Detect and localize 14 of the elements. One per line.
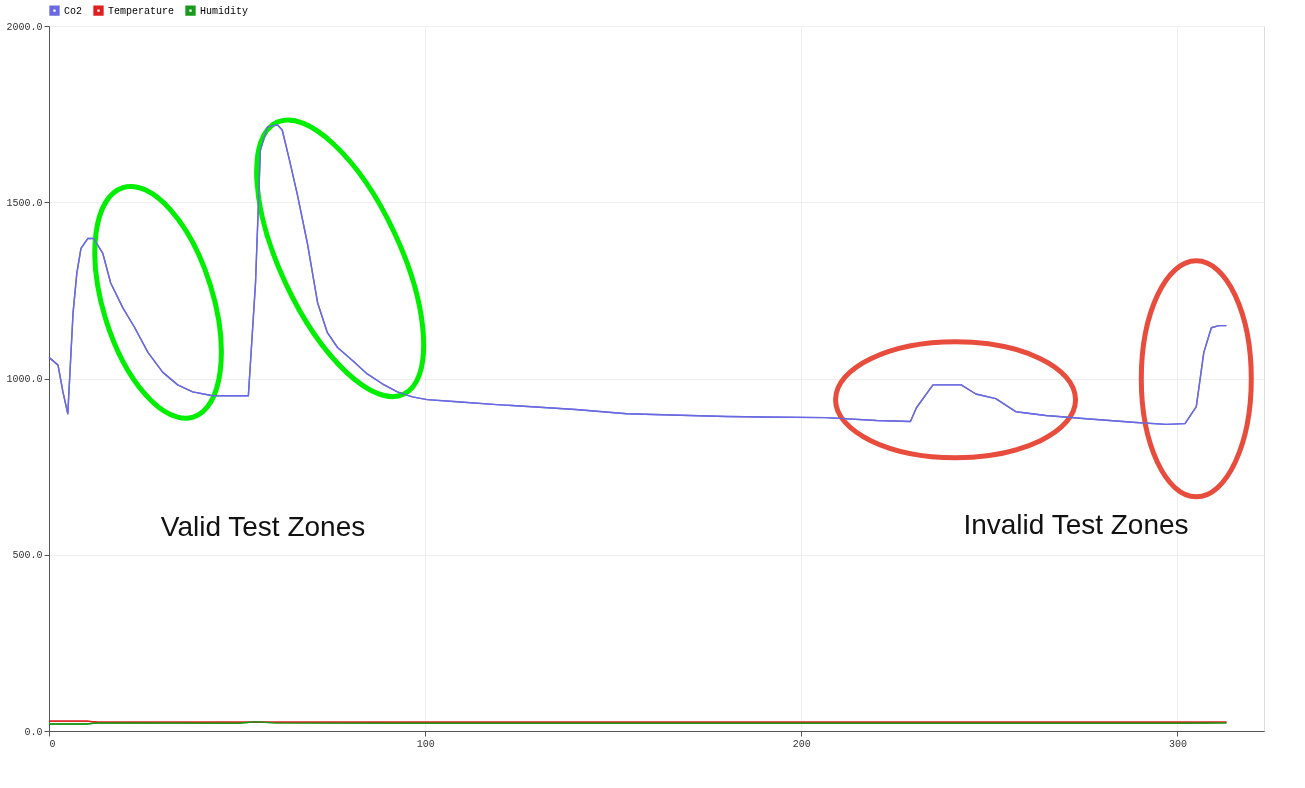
- legend-label: Humidity: [200, 5, 249, 17]
- y-tick-label: 500.0: [12, 550, 43, 562]
- y-tick-label: 0.0: [24, 726, 43, 738]
- annotation: Valid Test Zones: [160, 511, 366, 542]
- legend-label: Temperature: [108, 5, 175, 17]
- y-tick-label: 2000.0: [6, 21, 43, 33]
- legend-label: Co2: [64, 5, 83, 17]
- x-tick-label: 100: [416, 738, 435, 750]
- annotation: Invalid Test Zones: [963, 509, 1189, 540]
- x-tick-label: 0: [49, 738, 56, 750]
- x-tick-label: 200: [792, 738, 811, 750]
- x-tick-label: 300: [1168, 738, 1187, 750]
- y-tick-label: 1500.0: [6, 197, 43, 209]
- y-tick-label: 1000.0: [6, 374, 43, 385]
